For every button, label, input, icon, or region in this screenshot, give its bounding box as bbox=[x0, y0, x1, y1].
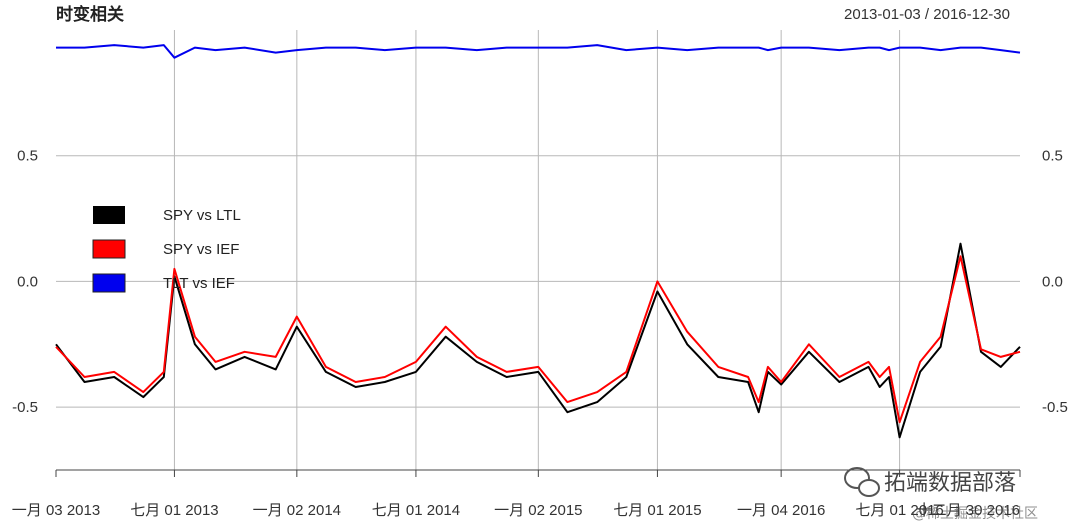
x-tick-label: 七月 01 2014 bbox=[372, 502, 460, 519]
x-tick-label: 七月 01 2013 bbox=[130, 502, 218, 519]
x-tick-label: 一月 04 2016 bbox=[737, 502, 825, 519]
y-tick-label-left: 0.5 bbox=[17, 148, 38, 165]
x-tick-label: 七月 01 2016 bbox=[855, 502, 943, 519]
series-line-2 bbox=[56, 44, 1021, 59]
series-line-0 bbox=[55, 242, 1021, 439]
legend-label-spy-ltl: SPY vs LTL bbox=[163, 207, 241, 224]
y-tick-label-right: 0.5 bbox=[1042, 148, 1063, 165]
x-tick-label: 一月 02 2014 bbox=[253, 502, 341, 519]
grid-lines bbox=[56, 30, 1020, 470]
x-tick-label: 一月 03 2013 bbox=[12, 502, 100, 519]
legend-swatch-tlt-ief bbox=[92, 273, 126, 293]
chart-title: 时变相关 bbox=[56, 4, 124, 25]
legend-label-spy-ief: SPY vs IEF bbox=[163, 241, 239, 258]
y-tick-label-right: -0.5 bbox=[1042, 399, 1068, 416]
wechat-icon bbox=[844, 467, 880, 497]
x-axis: 一月 03 2013 七月 01 2013 一月 02 2014 七月 01 2014… bbox=[12, 469, 1021, 519]
series-lines bbox=[55, 44, 1021, 439]
legend-swatch-spy-ltl bbox=[93, 206, 125, 224]
x-tick-label: 十二月 30 2016 bbox=[917, 502, 1020, 519]
legend-swatch-spy-ief bbox=[92, 239, 126, 259]
x-tick-label: 七月 01 2015 bbox=[613, 502, 701, 519]
date-range: 2013-01-03 / 2016-12-30 bbox=[844, 6, 1010, 23]
y-tick-label-left: -0.5 bbox=[12, 399, 38, 416]
x-tick-label: 一月 02 2015 bbox=[494, 502, 582, 519]
legend: SPY vs LTL SPY vs IEF TLT vs IEF bbox=[92, 206, 241, 293]
watermark: 拓端数据部落 @稀土掘金技术社区 bbox=[844, 467, 1038, 522]
y-tick-label-left: 0.0 bbox=[17, 273, 38, 290]
watermark-text: 拓端数据部落 bbox=[884, 471, 1016, 496]
y-tick-label-right: 0.0 bbox=[1042, 273, 1063, 290]
y-axis-ticks: 0.5 0.5 0.0 0.0 -0.5 -0.5 bbox=[12, 148, 1068, 416]
watermark-subtext: @稀土掘金技术社区 bbox=[912, 506, 1038, 522]
legend-label-tlt-ief: TLT vs IEF bbox=[163, 275, 235, 292]
series-line-1 bbox=[55, 255, 1021, 424]
